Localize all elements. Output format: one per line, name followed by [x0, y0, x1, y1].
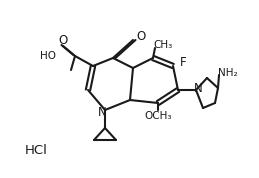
- Text: O: O: [58, 33, 68, 46]
- Text: CH₃: CH₃: [153, 40, 172, 50]
- Text: HCl: HCl: [25, 143, 48, 156]
- Text: N: N: [98, 106, 106, 119]
- Text: NH₂: NH₂: [218, 68, 238, 78]
- Text: O: O: [136, 30, 146, 43]
- Text: N: N: [194, 82, 202, 95]
- Text: HO: HO: [40, 51, 56, 61]
- Text: OCH₃: OCH₃: [144, 111, 172, 121]
- Text: F: F: [180, 56, 187, 69]
